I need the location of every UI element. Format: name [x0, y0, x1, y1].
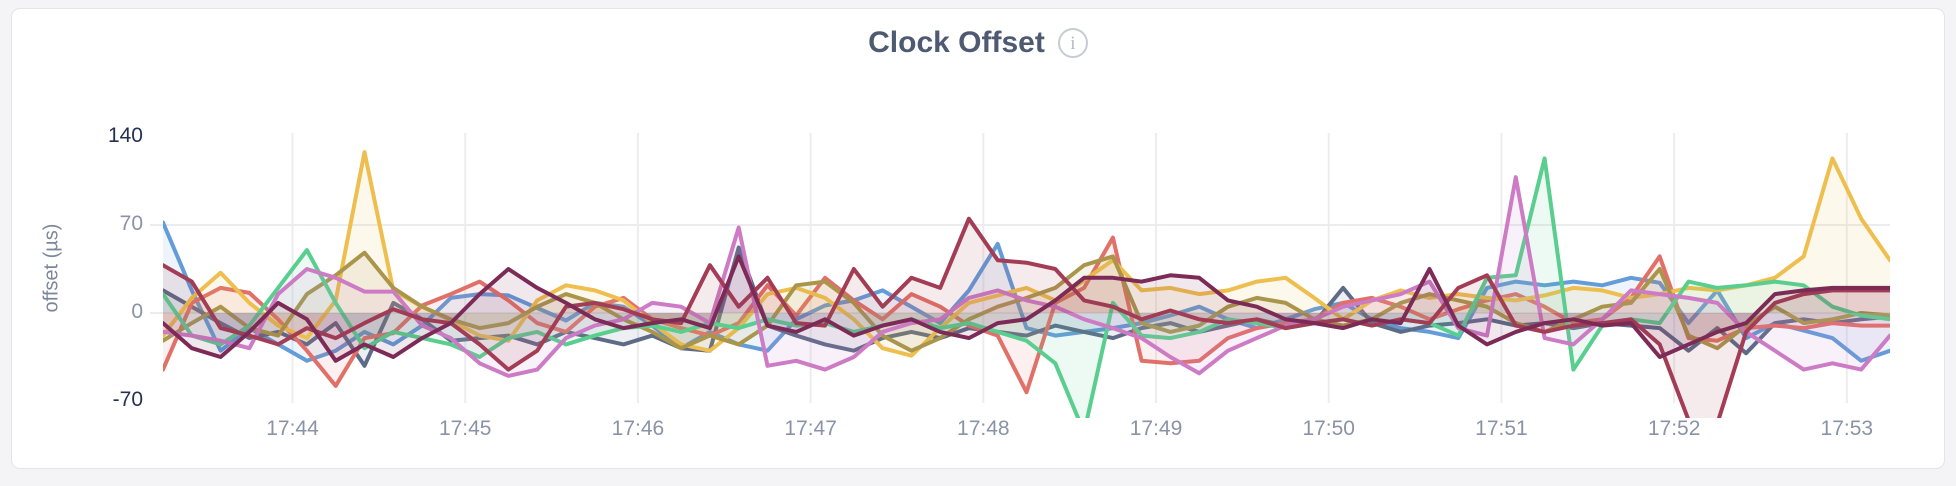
series-line-series-olive	[163, 250, 1890, 353]
chart-title: Clock Offset	[868, 26, 1045, 59]
x-tick-label: 17:49	[1129, 417, 1183, 440]
y-tick-label: 0	[131, 300, 143, 323]
series-line-series-blue	[163, 220, 1890, 363]
series-area-series-maroon	[163, 218, 1890, 418]
x-tick-label: 17:48	[957, 417, 1010, 440]
y-tick-label: -70	[112, 388, 143, 411]
chart-card	[11, 8, 1945, 469]
series-area-series-green	[163, 158, 1890, 418]
info-icon[interactable]: i	[1057, 28, 1088, 58]
x-tick-label: 17:47	[784, 417, 837, 440]
series-area-series-red	[163, 237, 1890, 393]
x-tick-label: 17:52	[1647, 417, 1701, 440]
series-area-series-plum	[163, 256, 1890, 361]
series-line-series-plum	[163, 254, 1890, 363]
y-tick-label: 70	[119, 212, 143, 235]
x-tick-label: 17:51	[1475, 417, 1528, 440]
x-tick-label: 17:44	[266, 417, 319, 440]
x-tick-label: 17:53	[1820, 417, 1874, 440]
x-tick-label: 17:46	[611, 417, 665, 440]
series-line-series-orchid	[163, 175, 1890, 378]
x-tick-label: 17:45	[438, 417, 492, 440]
chart-header: Clock Offset i	[11, 26, 1945, 60]
x-tick-label: 17:50	[1302, 417, 1355, 440]
y-tick-label: 140	[107, 124, 143, 147]
